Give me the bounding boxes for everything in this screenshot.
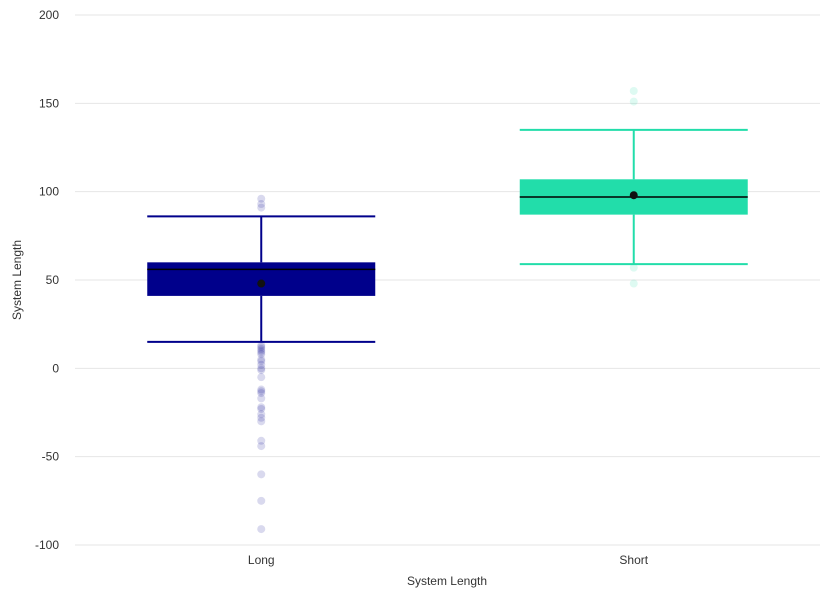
outlier-point (257, 413, 266, 422)
y-tick-label: 100 (39, 185, 59, 199)
outlier-layer (257, 86, 638, 534)
outlier-point (629, 97, 638, 106)
outlier-point (629, 263, 638, 272)
outlier-point (257, 525, 266, 534)
outlier-point (257, 364, 266, 373)
y-axis-title: System Length (10, 240, 24, 320)
outlier-point (257, 360, 266, 369)
y-tick-label: -50 (42, 450, 60, 464)
outlier-point (257, 436, 266, 445)
outlier-point (257, 194, 266, 203)
outlier-point (257, 343, 266, 352)
outlier-point (257, 366, 266, 375)
box-short (519, 128, 748, 266)
outlier-point (257, 348, 266, 357)
y-tick-label: 200 (39, 8, 59, 22)
outlier-point (257, 389, 266, 398)
iqr-box (147, 262, 376, 296)
outlier-point (257, 346, 266, 355)
outlier-point (257, 403, 266, 412)
outlier-point (257, 470, 266, 479)
outlier-point (257, 341, 266, 350)
box-long (147, 215, 376, 343)
x-axis-title: System Length (407, 574, 487, 588)
outlier-point (629, 279, 638, 288)
mean-marker (629, 191, 638, 200)
outlier-point (257, 387, 266, 396)
outlier-point (257, 200, 266, 209)
box-layer (147, 128, 748, 343)
outlier-point (257, 442, 266, 451)
outlier-point (257, 385, 266, 394)
outlier-point (257, 496, 266, 505)
outlier-point (257, 344, 266, 353)
y-tick-label: 50 (46, 273, 60, 287)
outlier-point (257, 357, 266, 366)
x-tick-labels: Long Short (248, 553, 649, 567)
x-tick-label: Short (619, 553, 648, 567)
outlier-point (257, 350, 266, 359)
outlier-point (257, 417, 266, 426)
outlier-point (257, 410, 266, 419)
outlier-point (257, 203, 266, 212)
x-tick-label: Long (248, 553, 275, 567)
outlier-point (629, 86, 638, 95)
outlier-point (257, 373, 266, 382)
y-tick-label: 150 (39, 96, 59, 110)
outlier-point (257, 355, 266, 364)
y-tick-label: -100 (35, 538, 59, 552)
y-tick-labels: -100 -50 0 50 100 150 200 (35, 8, 59, 552)
mean-marker (257, 279, 266, 288)
outlier-point (257, 394, 266, 403)
y-tick-label: 0 (52, 361, 59, 375)
outlier-point (257, 404, 266, 413)
